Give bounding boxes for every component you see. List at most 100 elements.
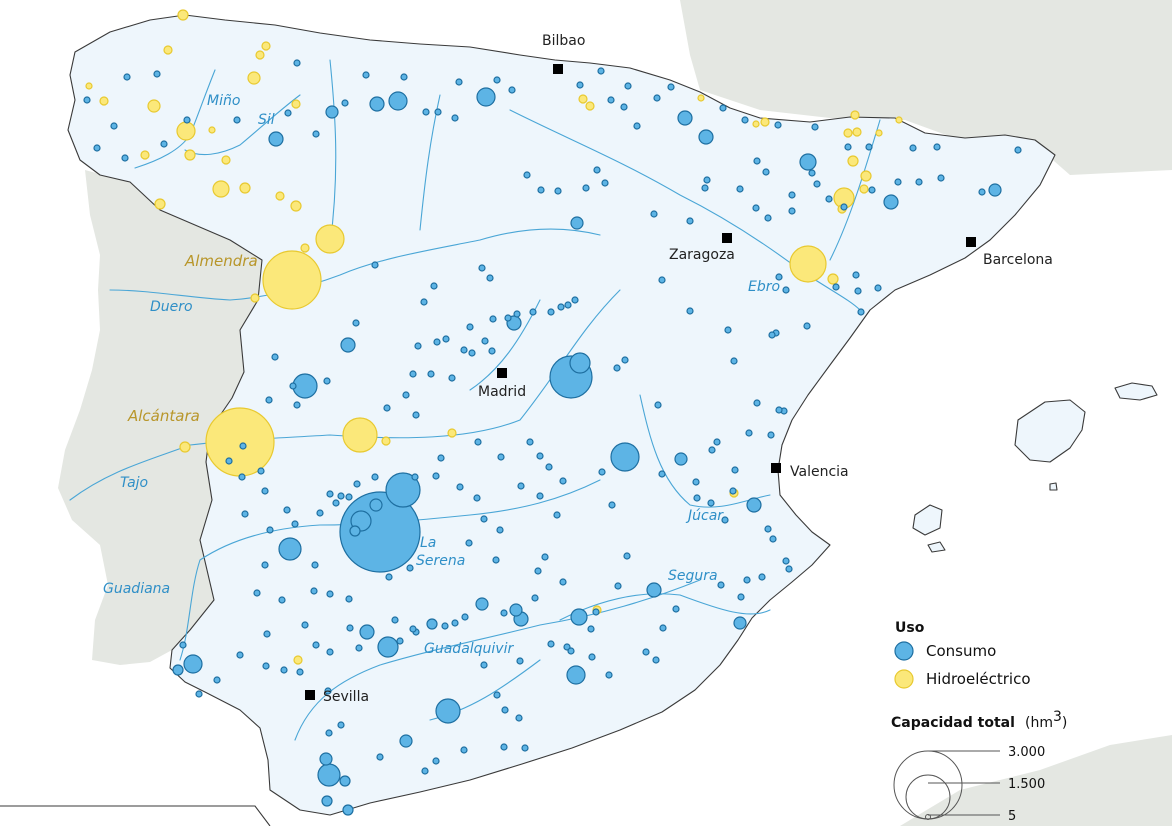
legend-hidro-label: Hidroeléctrico: [926, 670, 1031, 688]
reservoir-consumo-301: [536, 452, 544, 460]
river-network: [69, 59, 881, 741]
reservoir-consumo-114: [597, 67, 605, 75]
reservoir-consumo-302: [545, 463, 553, 471]
reservoir-consumo-223: [461, 613, 469, 621]
reservoir-hidro-20: [154, 198, 166, 210]
reservoir-consumo-94: [83, 96, 91, 104]
reservoir-consumo-52: [569, 352, 591, 374]
reservoir-consumo-92: [123, 73, 131, 81]
legend-consumo-label: Consumo: [926, 642, 996, 660]
reservoir-consumo-202: [768, 331, 776, 339]
jucar-river: [639, 394, 771, 508]
reservoir-consumo-79: [426, 618, 438, 630]
reservoir-consumo-290: [353, 480, 361, 488]
reservoir-hidro-18: [212, 180, 230, 198]
reservoir-consumo-289: [283, 506, 291, 514]
reservoir-consumo-237: [396, 637, 404, 645]
reservoir-consumo-65: [570, 608, 588, 626]
reservoir-consumo-254: [515, 714, 523, 722]
reservoir-consumo-120: [607, 96, 615, 104]
river-label-duero: Duero: [150, 299, 193, 315]
reservoir-consumo-82: [570, 216, 584, 230]
reservoir-consumo-118: [653, 94, 661, 102]
reservoir-consumo-252: [493, 691, 501, 699]
reservoir-consumo-228: [346, 624, 354, 632]
river-label-guadiana: Guadiana: [103, 581, 170, 597]
reservoir-consumo-300: [526, 438, 534, 446]
legend-capacity-unit: (hm: [1025, 715, 1053, 731]
reservoir-consumo-250: [587, 625, 595, 633]
reservoir-hidro-28: [381, 436, 391, 446]
reservoir-consumo-176: [448, 374, 456, 382]
reservoir-hidro-23: [290, 200, 302, 212]
reservoir-hidro-36: [852, 127, 862, 137]
reservoir-consumo-234: [312, 641, 320, 649]
map-legend: Uso Consumo Hidroeléctrico Capacidad tot…: [891, 620, 1067, 824]
reservoir-consumo-172: [481, 337, 489, 345]
reservoir-consumo-256: [500, 743, 508, 751]
reservoir-consumo-67: [369, 96, 385, 112]
reservoir-consumo-134: [937, 174, 945, 182]
reservoir-consumo-215: [769, 535, 777, 543]
reservoir-consumo-269: [253, 589, 261, 597]
reservoir-consumo-116: [620, 103, 628, 111]
reservoir-consumo-161: [547, 308, 555, 316]
reservoir-consumo-135: [894, 178, 902, 186]
river-label-ebro: Ebro: [748, 279, 780, 295]
reservoir-consumo-313: [608, 501, 616, 509]
reservoir-hidro-31: [585, 101, 595, 111]
reservoir-consumo-265: [213, 676, 221, 684]
reservoir-consumo-163: [571, 296, 579, 304]
reservoir-consumo-180: [323, 377, 331, 385]
reservoir-consumo-229: [301, 621, 309, 629]
reservoir-hidro-17: [221, 155, 231, 165]
reservoir-consumo-209: [767, 431, 775, 439]
reservoir-consumo-167: [442, 335, 450, 343]
reservoir-hidro-39: [895, 116, 903, 124]
mallorca-island: [1014, 399, 1086, 463]
reservoir-consumo-110: [422, 108, 430, 116]
reservoir-consumo-105: [400, 73, 408, 81]
reservoir-consumo-315: [693, 494, 701, 502]
reservoir-consumo-317: [721, 516, 729, 524]
reservoir-consumo-218: [623, 552, 631, 560]
reservoir-consumo-168: [433, 338, 441, 346]
reservoir-consumo-312: [598, 468, 606, 476]
reservoir-consumo-112: [508, 86, 516, 94]
reservoir-consumo-109: [341, 99, 349, 107]
reservoir-consumo-274: [345, 595, 353, 603]
reservoir-consumo-323: [692, 478, 700, 486]
dam-label-la-serena-line1: La: [420, 535, 436, 551]
reservoir-consumo-178: [383, 404, 391, 412]
reservoir-consumo-128: [865, 143, 873, 151]
legend-capacity-unit-close: ): [1062, 715, 1067, 731]
reservoir-consumo-126: [813, 180, 821, 188]
reservoir-hidro-16: [140, 150, 150, 160]
reservoir-consumo-264: [296, 668, 304, 676]
legend-size-label-small: 5: [1008, 809, 1016, 824]
cabrera-island: [1049, 482, 1058, 491]
reservoir-hidro-25: [300, 243, 310, 253]
city-label-valencia: Valencia: [790, 464, 849, 480]
reservoir-consumo-281: [316, 509, 324, 517]
reservoir-consumo-194: [782, 286, 790, 294]
reservoir-markers: [83, 9, 1022, 816]
reservoir-hidro-1: [205, 407, 275, 477]
reservoir-consumo-311: [553, 511, 561, 519]
reservoir-consumo-97: [121, 154, 129, 162]
reservoir-consumo-224: [451, 619, 459, 627]
reservoir-consumo-306: [541, 553, 549, 561]
reservoir-consumo-150: [582, 184, 590, 192]
reservoir-consumo-314: [658, 470, 666, 478]
reservoir-consumo-232: [262, 662, 270, 670]
reservoir-consumo-296: [480, 515, 488, 523]
reservoir-consumo-127: [825, 195, 833, 203]
ebro-river: [509, 109, 861, 311]
reservoir-consumo-204: [730, 357, 738, 365]
reservoir-consumo-177: [402, 391, 410, 399]
reservoir-consumo-272: [326, 590, 334, 598]
reservoir-consumo-101: [284, 109, 292, 117]
reservoir-hidro-7: [177, 9, 189, 21]
reservoir-consumo-103: [293, 59, 301, 67]
reservoir-hidro-10: [261, 41, 271, 51]
